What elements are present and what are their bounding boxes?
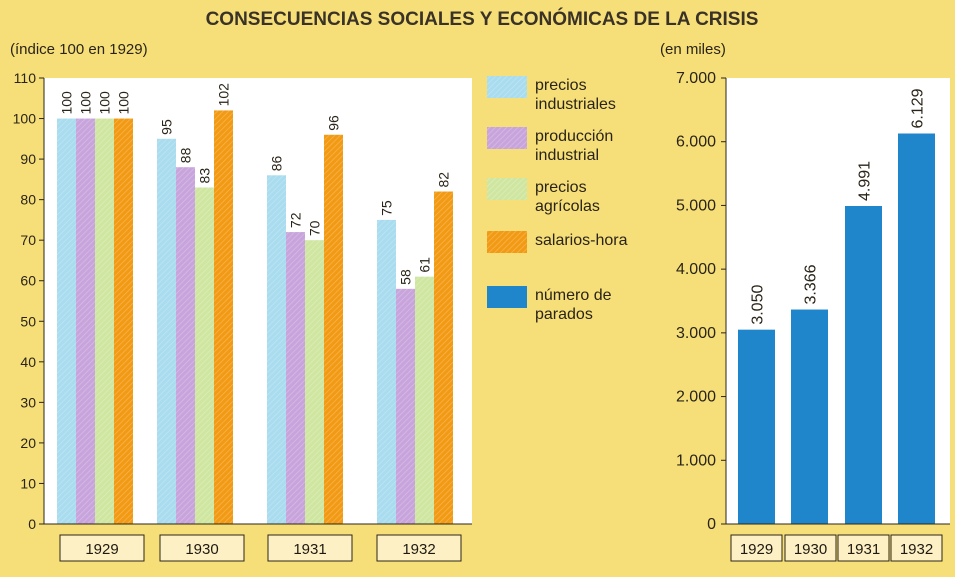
right-y-tick-label: 4.000 [676, 261, 716, 278]
legend-label: industrial [535, 147, 599, 164]
right-category-box [890, 534, 943, 562]
left-category-label: 1930 [185, 541, 218, 558]
bar-texture [324, 134, 343, 524]
left-y-tick-label: 40 [20, 354, 36, 370]
data-label-precios-industriales-1931: 86 [269, 156, 285, 172]
right-y-tick-label: 7.000 [676, 70, 716, 87]
right-y-tick-label: 1.000 [676, 452, 716, 469]
bar-texture [195, 187, 214, 525]
left-unit-label: (índice 100 en 1929) [10, 41, 148, 58]
data-label-precios-industriales-1929: 100 [59, 91, 75, 115]
right-unit-label: (en miles) [660, 41, 726, 58]
left-category-box [159, 534, 245, 562]
legend-label: precios [535, 77, 587, 94]
right-y-tick-label: 3.000 [676, 325, 716, 342]
right-category-label: 1929 [740, 541, 773, 558]
bar-texture [396, 288, 415, 524]
bar-texture [95, 118, 114, 524]
data-label-precios-agricolas-1931: 70 [307, 220, 323, 236]
left-y-tick-label: 60 [20, 273, 36, 289]
data-label-produccion-industrial-1932: 58 [398, 269, 414, 285]
left-y-tick-label: 100 [13, 111, 37, 127]
right-y-tick-label: 6.000 [676, 134, 716, 151]
legend-label: agrícolas [535, 198, 600, 215]
bar-texture [286, 232, 305, 524]
left-y-tick-label: 10 [20, 475, 36, 491]
legend-label: salarios-hora [535, 232, 628, 249]
right-y-tick-label: 0 [707, 516, 716, 533]
legend: precios industriales producción industrial p… [487, 76, 628, 323]
chart-title: CONSECUENCIAS SOCIALES Y ECONÓMICAS DE L… [206, 8, 759, 30]
legend-label: precios [535, 179, 587, 196]
legend-label: número de [535, 287, 612, 304]
data-label-numero-de-parados-1932: 6.129 [910, 88, 927, 128]
data-label-precios-industriales-1930: 95 [159, 119, 175, 135]
bar-texture [214, 110, 233, 524]
left-y-tick-label: 70 [20, 232, 36, 248]
legend-swatch-texture [487, 231, 527, 253]
bar-numero-de-parados-1930 [791, 309, 828, 524]
data-label-salarios-hora-1930: 102 [216, 83, 232, 107]
legend-label: parados [535, 306, 593, 323]
left-category-box [376, 534, 462, 562]
left-category-label: 1929 [85, 541, 118, 558]
bar-numero-de-parados-1929 [738, 329, 775, 524]
legend-swatch-texture [487, 178, 527, 200]
right-category-label: 1932 [900, 541, 933, 558]
data-label-salarios-hora-1929: 100 [116, 91, 132, 115]
right-category-label: 1930 [794, 541, 827, 558]
left-y-tick-label: 90 [20, 151, 36, 167]
left-y-tick-label: 80 [20, 192, 36, 208]
right-category-box [784, 534, 837, 562]
bar-texture [377, 219, 396, 524]
bar-texture [157, 138, 176, 524]
bar-texture [57, 118, 76, 524]
data-label-precios-industriales-1932: 75 [379, 200, 395, 216]
bar-texture [305, 240, 324, 524]
left-category-box [267, 534, 353, 562]
left-category-box [59, 534, 145, 562]
bar-texture [114, 118, 133, 524]
left-y-tick-label: 0 [28, 516, 36, 532]
data-label-produccion-industrial-1930: 88 [178, 147, 194, 163]
left-y-tick-label: 20 [20, 435, 36, 451]
left-category-label: 1932 [402, 541, 435, 558]
bar-numero-de-parados-1931 [845, 206, 882, 524]
bar-numero-de-parados-1932 [898, 133, 935, 524]
right-category-box [837, 534, 890, 562]
data-label-precios-agricolas-1929: 100 [97, 91, 113, 115]
data-label-salarios-hora-1932: 82 [436, 172, 452, 188]
legend-label: industriales [535, 96, 616, 113]
left-category-label: 1931 [293, 541, 326, 558]
data-label-produccion-industrial-1929: 100 [78, 91, 94, 115]
data-label-salarios-hora-1931: 96 [326, 115, 342, 131]
data-label-produccion-industrial-1931: 72 [288, 212, 304, 228]
data-label-precios-agricolas-1930: 83 [197, 168, 213, 184]
legend-label: producción [535, 128, 613, 145]
data-label-numero-de-parados-1930: 3.366 [803, 264, 820, 304]
legend-swatch-texture [487, 76, 527, 98]
bar-texture [415, 276, 434, 524]
data-label-numero-de-parados-1931: 4.991 [857, 161, 874, 201]
legend-swatch-texture [487, 127, 527, 149]
data-label-numero-de-parados-1929: 3.050 [750, 285, 767, 325]
bar-texture [434, 191, 453, 524]
left-y-tick-label: 110 [14, 70, 37, 86]
right-y-tick-label: 2.000 [676, 389, 716, 406]
left-y-tick-label: 30 [20, 394, 36, 410]
legend-swatch-numero-parados [487, 286, 527, 308]
right-y-tick-label: 5.000 [676, 197, 716, 214]
data-label-precios-agricolas-1932: 61 [417, 257, 433, 273]
right-category-label: 1931 [847, 541, 880, 558]
bar-texture [267, 175, 286, 525]
right-category-box [730, 534, 783, 562]
bar-texture [76, 118, 95, 524]
left-y-tick-label: 50 [20, 313, 36, 329]
bar-texture [176, 167, 195, 524]
